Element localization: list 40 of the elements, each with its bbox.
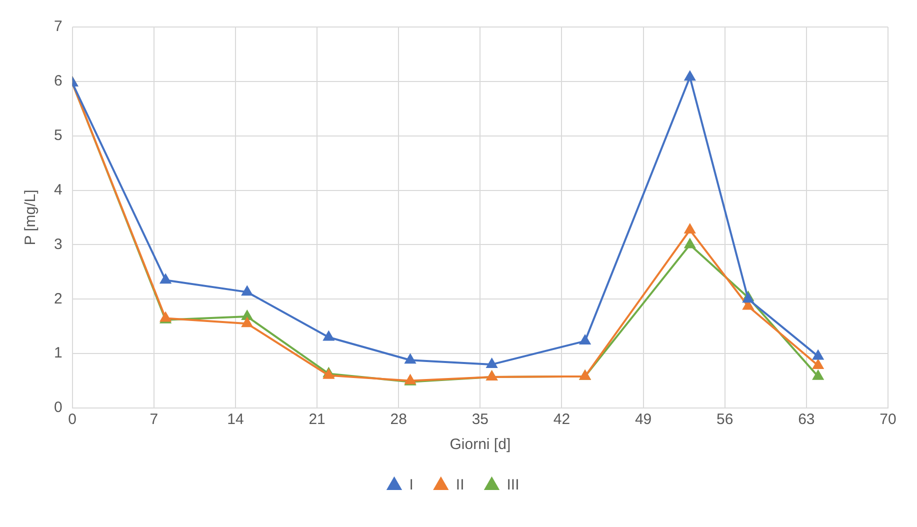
x-tick-label: 56 bbox=[716, 411, 734, 428]
x-tick-label: 0 bbox=[68, 411, 77, 428]
x-axis-title: Giorni [d] bbox=[450, 436, 511, 454]
point bbox=[486, 358, 498, 368]
y-tick-label: 1 bbox=[54, 344, 62, 362]
point bbox=[242, 286, 252, 296]
x-tick-label: 35 bbox=[472, 411, 489, 428]
y-tick-label: 5 bbox=[54, 127, 62, 144]
x-tick-label: 63 bbox=[798, 411, 815, 428]
y-tick-label: 4 bbox=[54, 181, 62, 198]
y-tick-label: 6 bbox=[54, 72, 62, 90]
legend-label: II bbox=[456, 476, 464, 494]
point bbox=[580, 335, 590, 345]
y-tick-label: 2 bbox=[54, 290, 62, 308]
point bbox=[684, 224, 696, 234]
x-tick-label: 49 bbox=[634, 411, 652, 428]
point bbox=[242, 318, 252, 328]
x-tick-label: 21 bbox=[308, 411, 326, 428]
y-tick-label: 0 bbox=[54, 399, 62, 416]
point bbox=[323, 331, 334, 341]
point bbox=[404, 354, 416, 364]
point bbox=[812, 360, 824, 370]
legend-label: I bbox=[409, 476, 414, 494]
x-tick-label: 70 bbox=[880, 411, 896, 428]
point bbox=[812, 350, 824, 360]
x-tick-label: 42 bbox=[553, 411, 570, 428]
y-axis-title: P [mg/L] bbox=[22, 190, 40, 246]
point bbox=[323, 369, 334, 379]
point bbox=[242, 310, 252, 320]
legend-label: III bbox=[506, 476, 520, 494]
point bbox=[684, 238, 696, 248]
x-tick-label: 14 bbox=[227, 411, 244, 428]
y-tick-label: 7 bbox=[54, 18, 62, 36]
point bbox=[812, 370, 824, 380]
x-tick-label: 7 bbox=[150, 411, 158, 428]
x-tick-label: 28 bbox=[390, 411, 407, 428]
point bbox=[742, 293, 754, 303]
point bbox=[160, 274, 171, 284]
point bbox=[684, 71, 696, 81]
y-tick-label: 3 bbox=[54, 236, 62, 253]
